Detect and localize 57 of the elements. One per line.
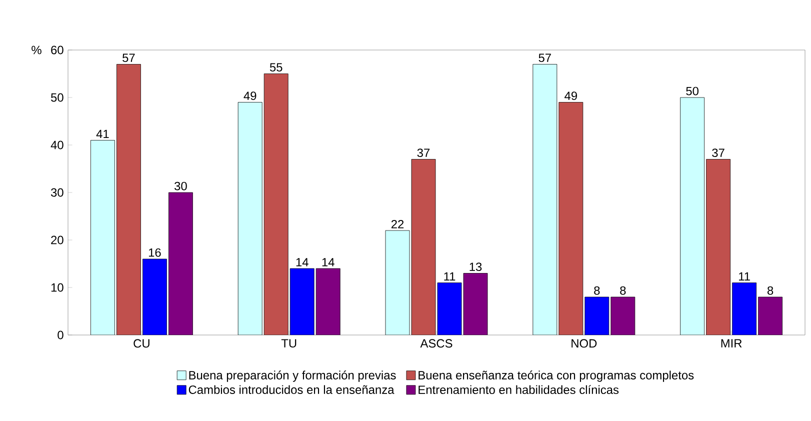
data-label: 14 bbox=[296, 258, 308, 266]
data-label: 11 bbox=[739, 272, 750, 281]
bar bbox=[168, 192, 193, 335]
data-label: 49 bbox=[244, 92, 256, 100]
y-tick-label: 30 bbox=[50, 188, 64, 197]
bar bbox=[238, 102, 262, 335]
bar bbox=[437, 282, 462, 335]
bar bbox=[290, 268, 314, 335]
bar bbox=[758, 296, 783, 335]
y-tick-label: 20 bbox=[51, 236, 64, 244]
bar bbox=[610, 296, 636, 335]
bar bbox=[706, 159, 731, 335]
data-label: 57 bbox=[122, 54, 135, 62]
bar bbox=[532, 64, 558, 335]
bar bbox=[732, 282, 757, 335]
bar bbox=[680, 97, 705, 335]
data-label: 8 bbox=[768, 286, 774, 295]
x-tick-label: TU bbox=[281, 339, 296, 348]
bar bbox=[116, 64, 141, 335]
legend-label: Buena preparación y formación previas bbox=[189, 370, 396, 382]
x-tick-label: ASCS bbox=[420, 339, 452, 348]
y-tick-label: 0 bbox=[58, 330, 64, 340]
data-label: 50 bbox=[686, 86, 698, 96]
bar bbox=[90, 140, 115, 335]
x-tick-label: MIR bbox=[721, 339, 742, 348]
legend-label: Entrenamiento en habilidades clínicas bbox=[418, 385, 619, 394]
data-label: 8 bbox=[594, 286, 600, 295]
bar bbox=[264, 74, 288, 335]
data-label: 22 bbox=[391, 220, 404, 228]
data-label: 8 bbox=[620, 286, 626, 295]
y-tick-label: 60 bbox=[51, 46, 64, 54]
bar bbox=[316, 268, 340, 335]
data-label: 14 bbox=[322, 258, 334, 266]
x-tick-label: NOD bbox=[572, 339, 597, 348]
legend-label: Buena enseñanza teórica con programas completos bbox=[418, 370, 694, 382]
bar bbox=[411, 159, 436, 335]
y-axis-title: % bbox=[32, 46, 42, 54]
bar bbox=[558, 102, 584, 335]
data-label: 16 bbox=[148, 248, 161, 257]
bar bbox=[142, 259, 167, 335]
y-tick-label: 50 bbox=[51, 93, 64, 102]
bar bbox=[584, 296, 610, 335]
data-label: 30 bbox=[174, 182, 187, 190]
data-label: 37 bbox=[712, 148, 724, 158]
bar bbox=[385, 230, 410, 335]
data-label: 57 bbox=[538, 54, 551, 62]
data-label: 11 bbox=[444, 272, 456, 281]
x-tick-label: CU bbox=[134, 339, 150, 348]
data-label: 41 bbox=[96, 130, 109, 138]
y-tick-label: 10 bbox=[51, 283, 64, 292]
data-label: 55 bbox=[270, 63, 282, 72]
legend-label: Cambios introducidos en la enseñanza bbox=[188, 385, 394, 394]
bar bbox=[463, 273, 488, 335]
data-label: 13 bbox=[470, 262, 482, 272]
data-label: 49 bbox=[564, 92, 577, 100]
data-label: 37 bbox=[417, 148, 430, 158]
y-tick-label: 40 bbox=[50, 140, 64, 150]
